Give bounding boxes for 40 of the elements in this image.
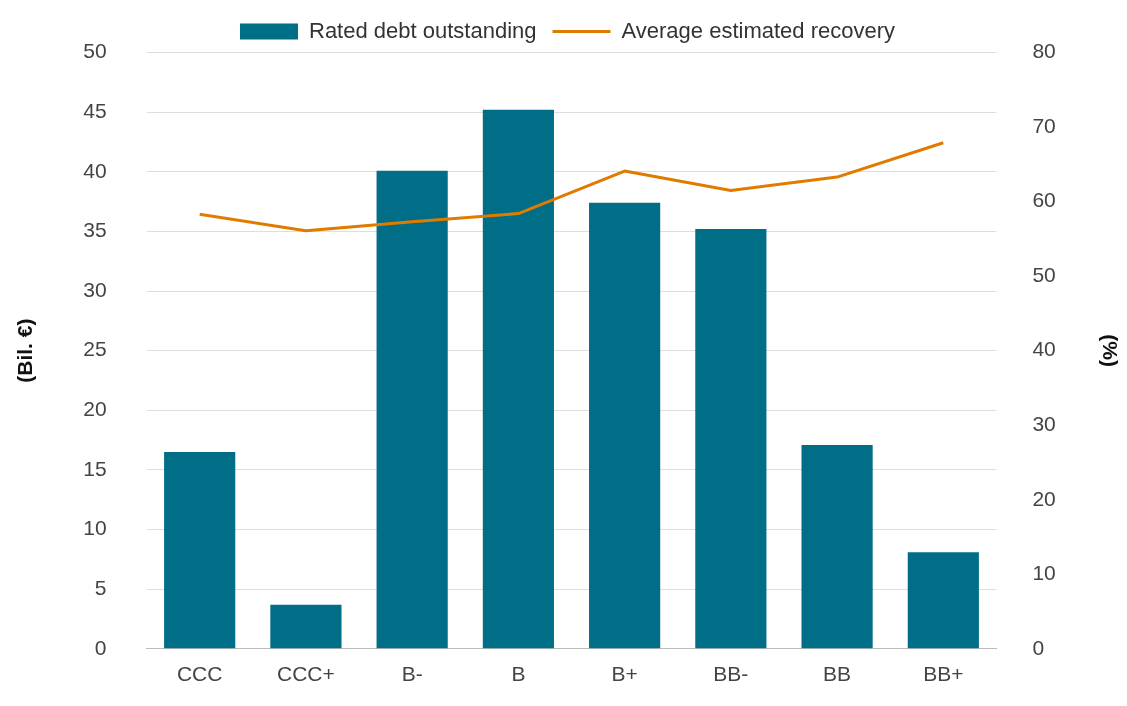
y-tick-label: 15 [83,456,107,480]
y-tick-label: 30 [83,277,107,301]
bar [801,444,873,649]
y2-tick-label: 10 [1032,561,1056,585]
x-tick-label: CCC+ [277,662,335,686]
legend-label: Average estimated recovery [621,17,896,43]
bar [270,604,342,649]
x-tick-label: B+ [611,662,638,686]
y-tick-label: 40 [83,158,107,182]
y2-tick-label: 80 [1032,39,1056,63]
bar [695,229,767,649]
y2-tick-label: 0 [1032,635,1045,659]
y2-tick-label: 20 [1032,486,1056,510]
y2-tick-label: 30 [1032,412,1056,436]
bar [164,452,236,649]
x-tick-label: BB [823,662,852,686]
bar [376,170,448,649]
y-tick-label: 10 [83,516,107,540]
y-tick-label: 20 [83,397,107,421]
bar [482,109,554,649]
x-tick-label: BB+ [923,662,964,686]
legend-label: Rated debt outstanding [308,17,537,43]
x-tick-label: BB- [713,662,749,686]
y2-axis-title: (%) [1098,334,1122,368]
y-tick-label: 5 [94,575,107,599]
y2-tick-label: 50 [1032,262,1056,286]
x-tick-label: B [511,662,526,686]
x-tick-label: B- [401,662,423,686]
y2-tick-label: 60 [1032,188,1056,212]
bar [589,202,661,649]
x-tick-label: CCC [176,662,223,686]
y-tick-label: 25 [83,337,107,361]
y2-tick-label: 40 [1032,337,1056,361]
y-tick-label: 35 [83,218,107,242]
y-axis-title: (Bil. €) [13,318,37,383]
bar [907,552,979,649]
y-tick-label: 50 [83,39,107,63]
y2-tick-label: 70 [1032,113,1056,137]
y-tick-label: 45 [83,99,107,123]
y-tick-label: 0 [94,635,107,659]
